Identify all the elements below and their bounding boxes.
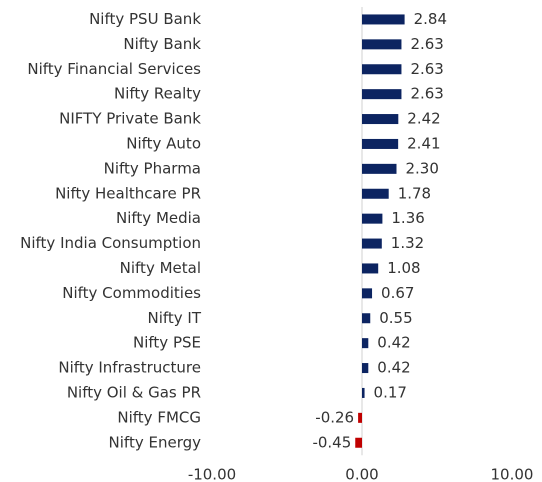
bar [362,114,399,125]
x-tick-label: 0.00 [345,466,378,482]
bar [362,39,402,50]
bar [362,163,397,174]
data-label: 1.78 [398,184,431,202]
y-tick-label: Nifty Metal [120,259,201,277]
y-tick-label: Nifty Pharma [104,159,201,177]
bar [362,14,405,25]
bar [362,288,373,299]
bar [362,89,402,100]
bar [362,363,369,374]
y-tick-label: Nifty Realty [114,85,201,103]
data-label: 0.17 [374,383,407,401]
y-tick-label: Nifty PSE [133,334,201,352]
y-tick-label: Nifty PSU Bank [89,10,201,28]
y-tick-label: Nifty Infrastructure [58,359,201,377]
data-label: 2.63 [410,85,443,103]
bar [355,437,362,448]
bar [362,213,383,224]
bar [362,338,369,349]
bar [358,412,362,423]
bar [362,64,402,75]
data-label: 0.67 [381,284,414,302]
y-tick-label: Nifty Commodities [62,284,201,302]
y-tick-label: Nifty Energy [109,433,202,451]
y-tick-label: Nifty Financial Services [27,60,201,78]
data-label: 0.55 [379,309,412,327]
data-label: -0.26 [315,408,354,426]
data-label: -0.45 [312,433,351,451]
x-tick-label: -10.00 [188,466,236,482]
bar [362,263,379,274]
x-tick-label: 10.00 [491,466,534,482]
bar [362,238,382,249]
data-label: 0.42 [377,359,410,377]
data-label: 2.30 [406,159,439,177]
data-label: 2.63 [410,60,443,78]
bar [362,387,365,398]
y-tick-label: Nifty Healthcare PR [55,184,201,202]
y-tick-label: NIFTY Private Bank [59,110,201,128]
bar [362,188,389,199]
y-tick-label: Nifty Oil & Gas PR [67,383,201,401]
data-label: 1.08 [387,259,420,277]
data-label: 1.32 [391,234,424,252]
data-label: 0.42 [377,334,410,352]
y-tick-label: Nifty IT [147,309,201,327]
y-tick-label: Nifty Auto [126,134,201,152]
data-label: 2.42 [407,110,440,128]
data-label: 2.84 [414,10,447,28]
y-tick-label: Nifty FMCG [117,408,201,426]
bar [362,138,399,149]
y-tick-label: Nifty Media [116,209,201,227]
data-label: 1.36 [391,209,424,227]
y-tick-label: Nifty India Consumption [20,234,201,252]
data-label: 2.41 [407,134,440,152]
bar [362,313,371,324]
data-label: 2.63 [410,35,443,53]
y-tick-label: Nifty Bank [123,35,201,53]
